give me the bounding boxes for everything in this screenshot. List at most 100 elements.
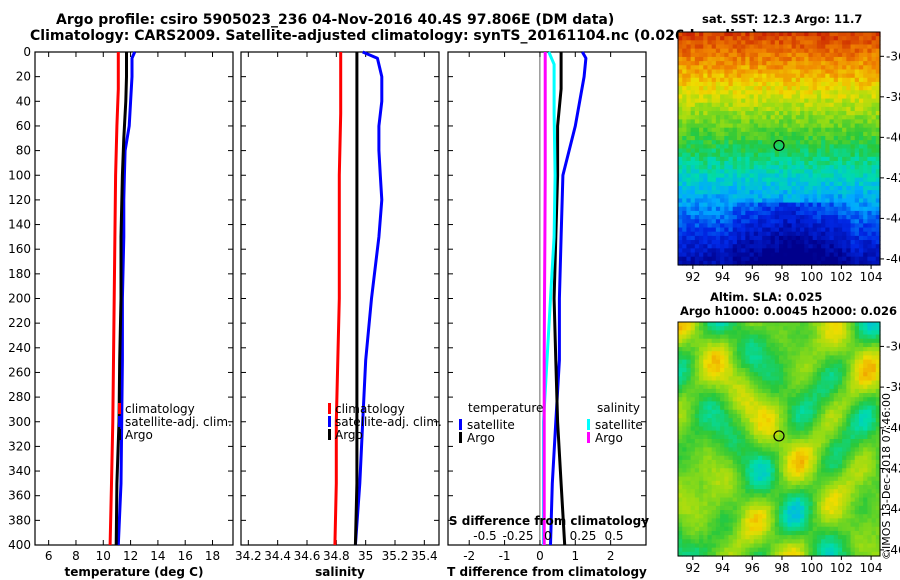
map-cell: [800, 380, 805, 386]
map-cell: [715, 322, 721, 327]
map-cell: [816, 194, 822, 200]
map-cell: [833, 372, 839, 377]
map-cell: [711, 480, 717, 486]
map-cell: [715, 48, 721, 54]
map-cell: [766, 397, 772, 402]
map-cell: [711, 489, 717, 494]
map-cell: [745, 409, 751, 415]
map-cell: [774, 380, 780, 386]
map-cell: [678, 244, 683, 249]
map-cell: [833, 111, 839, 116]
map-cell: [791, 90, 797, 96]
map-cell: [808, 152, 814, 158]
map-cell: [842, 430, 847, 436]
map-cell: [694, 40, 700, 46]
map-cell: [757, 106, 763, 112]
map-cell: [703, 235, 709, 241]
map-cell: [846, 376, 852, 382]
map-cell: [707, 443, 713, 448]
map-cell: [795, 65, 801, 71]
map-cell: [846, 169, 852, 175]
map-cell: [867, 56, 873, 62]
map-cell: [682, 248, 688, 254]
map-cell: [682, 367, 688, 373]
map-cell: [833, 468, 839, 474]
map-cell: [757, 215, 763, 220]
series-line-climatology: [108, 52, 120, 546]
map-cell: [741, 409, 746, 415]
map-cell: [833, 413, 839, 419]
map-cell: [699, 106, 704, 112]
map-cell: [779, 119, 784, 125]
map-cell: [800, 355, 805, 361]
map-cell: [753, 61, 759, 66]
map-cell: [795, 156, 801, 162]
map-cell: [686, 393, 692, 398]
map-cell: [787, 160, 793, 166]
map-cell: [867, 131, 873, 137]
map-cell: [846, 401, 852, 407]
map-cell: [875, 119, 881, 125]
map-cell: [728, 256, 734, 262]
map-cell: [690, 48, 696, 54]
map-cell: [800, 194, 805, 200]
map-cell: [842, 447, 847, 453]
map-cell: [871, 127, 877, 133]
map-cell: [736, 413, 742, 419]
map-cell: [699, 330, 704, 336]
map-cell: [787, 73, 793, 79]
map-cell: [774, 363, 780, 369]
map-cell: [686, 185, 692, 191]
map-cell: [833, 464, 839, 469]
map-cell: [825, 384, 831, 390]
map-cell: [804, 439, 810, 444]
map-cell: [804, 434, 810, 440]
map-cell: [728, 367, 734, 373]
map-cell: [850, 393, 856, 398]
map-cell: [724, 136, 730, 141]
map-cell: [736, 160, 742, 166]
map-cell: [766, 367, 772, 373]
map-cell: [816, 106, 822, 112]
map-cell: [795, 44, 801, 50]
map-cell: [711, 173, 717, 179]
map-cell: [690, 206, 696, 212]
map-cell: [837, 44, 843, 50]
map-cell: [694, 476, 700, 482]
map-cell: [821, 140, 826, 145]
map-cell: [736, 202, 742, 208]
map-cell: [694, 235, 700, 241]
map-cell: [762, 77, 767, 83]
map-cell: [867, 443, 873, 448]
map-cell: [867, 86, 873, 91]
map-cell: [678, 165, 683, 170]
map-cell: [720, 384, 725, 390]
map-cell: [850, 36, 856, 41]
map-cell: [711, 169, 717, 175]
map-cell: [741, 380, 746, 386]
legend-label: climatology: [125, 402, 195, 416]
map-cell: [795, 248, 801, 254]
map-cell: [711, 202, 717, 208]
map-cell: [728, 244, 734, 249]
map-cell: [745, 77, 751, 83]
map-cell: [812, 376, 818, 382]
map-cell: [875, 156, 881, 162]
map-cell: [678, 56, 683, 62]
map-cell: [837, 376, 843, 382]
map-cell: [682, 464, 688, 469]
map-cell: [690, 198, 696, 204]
map-cell: [694, 447, 700, 453]
map-cell: [728, 334, 734, 340]
map-cell: [837, 148, 843, 154]
map-cell: [724, 338, 730, 344]
map-cell: [829, 61, 835, 66]
map-cell: [732, 235, 738, 241]
map-cell: [833, 40, 839, 46]
map-cell: [749, 489, 755, 494]
map-cell: [863, 405, 868, 411]
map-cell: [850, 185, 856, 191]
map-cell: [766, 326, 772, 331]
map-cell: [741, 355, 746, 361]
map-cell: [686, 397, 692, 402]
